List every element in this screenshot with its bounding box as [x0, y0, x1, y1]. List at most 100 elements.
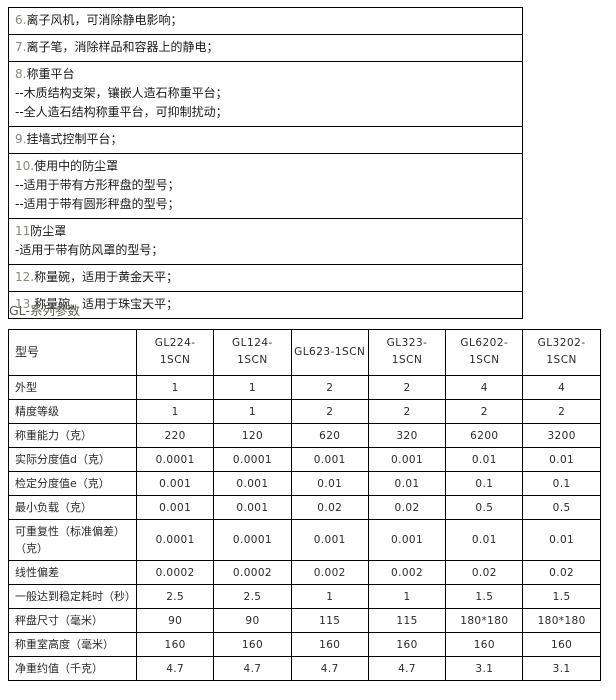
model-name-line1: GL623-1SCN	[294, 345, 366, 358]
feature-subline: --适用于带有圆形秤盘的型号；	[15, 197, 180, 211]
param-value: 160	[445, 632, 524, 657]
param-value: 0.1	[522, 471, 601, 496]
feature-subline: --适用于带有方形秤盘的型号；	[15, 178, 180, 192]
feature-cell: 11防尘罩 -适用于带有防风罩的型号；	[8, 218, 523, 265]
table-row: 6.离子风机，可消除静电影响；	[8, 7, 523, 35]
param-value: 6200	[445, 423, 524, 448]
param-value: 0.0002	[213, 560, 292, 585]
feature-title-line: 12.称量碗，适用于黄金天平；	[15, 268, 516, 287]
param-value: 4	[522, 375, 601, 400]
param-value: 4	[445, 375, 524, 400]
feature-subline: --全人造石结构称重平台，可抑制扰动；	[15, 105, 228, 119]
param-value: 0.02	[522, 560, 601, 585]
params-model-header: GL224- 1SCN	[135, 329, 215, 376]
param-label: 线性偏差	[8, 560, 137, 585]
param-value: 0.002	[290, 560, 369, 585]
param-value: 0.001	[367, 447, 447, 472]
params-header-label: 型号	[8, 329, 137, 376]
param-label: 称重能力（克）	[8, 423, 137, 448]
param-value: 0.001	[290, 519, 369, 561]
feature-cell: 13.称量碗，适用于珠宝天平；	[8, 291, 523, 319]
param-value: 115	[367, 608, 447, 633]
param-value: 0.0001	[135, 447, 215, 472]
table-row: 8.称重平台 --木质结构支架，镶嵌人造石称重平台； --全人造石结构称重平台，可抑…	[8, 61, 523, 127]
param-value: 0.001	[135, 471, 215, 496]
feature-title-line: 8.称重平台	[15, 65, 516, 84]
table-row: 称重室高度（毫米） 160 160 160 160 160 160	[8, 632, 601, 657]
model-name-line1: GL224-	[154, 337, 196, 349]
param-value: 0.001	[213, 471, 292, 496]
param-value: 0.0001	[213, 519, 292, 561]
param-value: 620	[290, 423, 369, 448]
feature-title: 称量碗，适用于珠宝天平；	[34, 297, 179, 311]
feature-cell: 6.离子风机，可消除静电影响；	[8, 7, 523, 35]
feature-title: 防尘罩	[30, 224, 67, 238]
param-value: 0.01	[290, 471, 369, 496]
param-value: 160	[290, 632, 369, 657]
param-value: 0.001	[135, 495, 215, 520]
table-row: 7.离子笔，消除样品和容器上的静电；	[8, 34, 523, 62]
param-value: 1	[135, 375, 215, 400]
param-value: 1	[135, 399, 215, 424]
table-row: 线性偏差 0.0002 0.0002 0.002 0.002 0.02 0.02	[8, 560, 601, 585]
table-row: 10.使用中的防尘罩 --适用于带有方形秤盘的型号； --适用于带有圆形秤盘的型号；	[8, 153, 523, 219]
param-value: 0.001	[290, 447, 369, 472]
feature-number: 9.	[15, 132, 27, 146]
feature-title-line: 11防尘罩	[15, 222, 516, 241]
feature-title: 称重平台	[26, 67, 75, 81]
param-label: 检定分度值e（克）	[8, 471, 137, 496]
model-name-line1: GL323-	[386, 337, 428, 349]
params-model-header: GL323- 1SCN	[367, 329, 447, 376]
feature-subline: -适用于带有防风罩的型号；	[15, 243, 164, 257]
model-name-line1: GL3202-	[537, 337, 586, 349]
param-value: 320	[367, 423, 447, 448]
param-value: 1	[290, 584, 369, 609]
feature-cell: 9.挂墙式控制平台；	[8, 126, 523, 154]
feature-title: 离子风机，可消除静电影响；	[26, 13, 183, 27]
feature-title: 使用中的防尘罩	[34, 159, 119, 173]
params-header-row: 型号 GL224- 1SCN GL124- 1SCN GL623-1SCN GL323- 1S…	[8, 329, 601, 376]
param-value: 0.002	[367, 560, 447, 585]
params-model-header: GL6202- 1SCN	[445, 329, 524, 376]
param-value: 2	[522, 399, 601, 424]
param-value: 0.01	[445, 447, 524, 472]
param-value: 4.7	[213, 656, 292, 681]
param-value: 1	[213, 375, 292, 400]
feature-number: 8.	[15, 67, 27, 81]
feature-subline: --木质结构支架，镶嵌人造石称重平台；	[15, 86, 228, 100]
table-row: 检定分度值e（克） 0.001 0.001 0.01 0.01 0.1 0.1	[8, 471, 601, 496]
table-row: 称重能力（克） 220 120 620 320 6200 3200	[8, 423, 601, 448]
model-name-line2: 1SCN	[469, 354, 500, 366]
param-value: 115	[290, 608, 369, 633]
table-row: 精度等级 1 1 2 2 2 2	[8, 399, 601, 424]
feature-cell: 10.使用中的防尘罩 --适用于带有方形秤盘的型号； --适用于带有圆形秤盘的型号；	[8, 153, 523, 219]
feature-number: 13.	[15, 297, 35, 311]
feature-title-line: 7.离子笔，消除样品和容器上的静电；	[15, 38, 516, 57]
feature-title: 挂墙式控制平台；	[26, 132, 123, 146]
param-value: 2.5	[213, 584, 292, 609]
param-value: 0.0002	[135, 560, 215, 585]
param-value: 4.7	[367, 656, 447, 681]
model-name-line1: GL6202-	[460, 337, 509, 349]
model-name-line2: 1SCN	[391, 354, 423, 366]
table-row: 外型 1 1 2 2 4 4	[8, 375, 601, 400]
feature-title-line: 13.称量碗，适用于珠宝天平；	[15, 295, 516, 314]
param-value: 2.5	[135, 584, 215, 609]
param-value: 0.02	[445, 560, 524, 585]
param-value: 1.5	[522, 584, 601, 609]
param-value: 0.5	[522, 495, 601, 520]
param-label: 精度等级	[8, 399, 137, 424]
param-value: 2	[290, 399, 369, 424]
param-value: 0.5	[445, 495, 524, 520]
param-value: 160	[135, 632, 215, 657]
param-value: 120	[213, 423, 292, 448]
feature-number: 6.	[15, 13, 27, 27]
param-value: 1	[367, 584, 447, 609]
param-label: 一般达到稳定耗时（秒）	[8, 584, 137, 609]
feature-title-line: 9.挂墙式控制平台；	[15, 130, 516, 149]
table-row: 最小负载（克） 0.001 0.001 0.02 0.02 0.5 0.5	[8, 495, 601, 520]
params-model-header: GL623-1SCN	[290, 329, 369, 376]
param-value: 0.02	[290, 495, 369, 520]
param-value: 4.7	[290, 656, 369, 681]
table-row: 可重复性（标准偏差）（克） 0.0001 0.0001 0.001 0.001 0.01 0…	[8, 519, 601, 561]
